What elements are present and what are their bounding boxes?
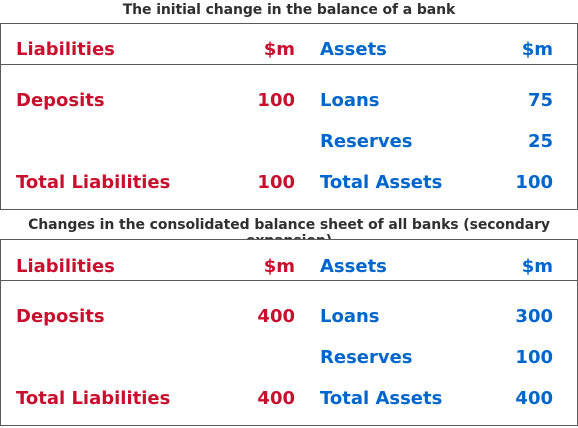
asset-value: 300 [515,306,553,327]
liabilities-header: Liabilities [16,39,115,60]
total-assets-value: 400 [515,388,553,409]
assets-header: Assets [320,39,387,60]
liabilities-header: Liabilities [16,256,115,277]
asset-name: Loans [320,306,380,327]
assets-unit: $m [521,39,553,60]
assets-unit: $m [521,256,553,277]
table1-caption: The initial change in the balance of a b… [122,2,456,18]
liability-name: Deposits [16,90,105,111]
table1-row: Deposits 100 Loans 75 [1,90,577,130]
table1-header-row: Liabilities $m Assets $m [1,24,577,65]
table2-row: Deposits 400 Loans 300 [1,306,577,346]
asset-value: 75 [527,90,553,111]
asset-value: 100 [515,347,553,368]
liabilities-unit: $m [263,39,295,60]
liability-name: Deposits [16,306,105,327]
table2-header-row: Liabilities $m Assets $m [1,240,577,281]
table2-balance-sheet: Liabilities $m Assets $m Deposits 400 Lo… [0,239,578,426]
total-assets-value: 100 [515,172,553,193]
asset-name: Loans [320,90,380,111]
table2-total-row: Total Liabilities 400 Total Assets 400 [1,388,577,428]
asset-name: Reserves [320,347,413,368]
liability-value: 100 [257,90,295,111]
table1-total-row: Total Liabilities 100 Total Assets 100 [1,172,577,212]
table2-row: Reserves 100 [1,347,577,387]
total-liabilities-label: Total Liabilities [16,388,171,409]
table1-row: Reserves 25 [1,131,577,171]
total-assets-label: Total Assets [320,388,443,409]
total-liabilities-value: 400 [257,388,295,409]
table1-balance-sheet: Liabilities $m Assets $m Deposits 100 Lo… [0,23,578,210]
liability-value: 400 [257,306,295,327]
total-liabilities-label: Total Liabilities [16,172,171,193]
total-liabilities-value: 100 [257,172,295,193]
liabilities-unit: $m [263,256,295,277]
assets-header: Assets [320,256,387,277]
asset-name: Reserves [320,131,413,152]
asset-value: 25 [527,131,553,152]
total-assets-label: Total Assets [320,172,443,193]
